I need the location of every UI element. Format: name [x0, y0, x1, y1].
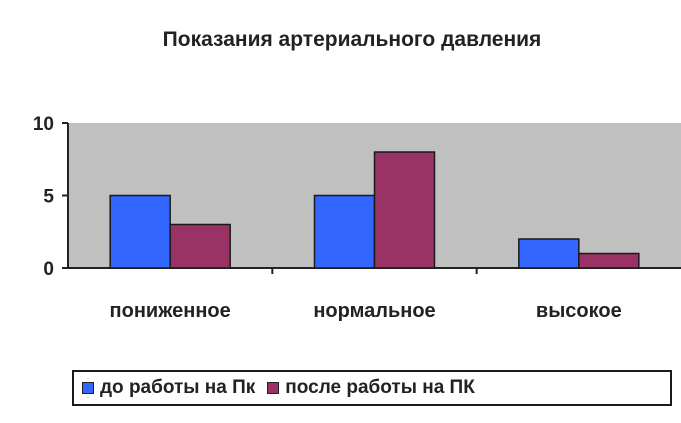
legend-swatch — [267, 382, 280, 394]
bar-2-1 — [169, 223, 231, 269]
legend-item: до работы на Пк — [82, 377, 255, 399]
legend-item: после работы на ПК — [267, 377, 475, 399]
bar-1-2 — [313, 194, 376, 269]
bars — [109, 151, 640, 269]
x-tick-label: пониженное — [110, 300, 231, 322]
x-tick-label: высокое — [536, 300, 622, 322]
y-tick-label: 0 — [43, 259, 54, 280]
bar-1-3 — [518, 238, 580, 269]
chart-title: Показания артериального давления — [163, 28, 542, 51]
legend-swatch — [82, 382, 94, 394]
legend-label: после работы на ПК — [285, 377, 475, 398]
bar-2-2 — [373, 151, 436, 269]
bar-2-3 — [578, 252, 640, 269]
legend: до работы на Пк после работы на ПК — [72, 370, 672, 406]
bar-1-1 — [109, 194, 171, 269]
y-axis-ticks: 0 5 10 — [33, 114, 68, 280]
x-tick-label: нормальное — [313, 300, 435, 322]
legend-label: до работы на Пк — [100, 377, 256, 398]
y-tick-label: 5 — [43, 187, 54, 208]
y-tick-label: 10 — [33, 114, 54, 135]
x-axis-labels: пониженное нормальное высокое — [110, 300, 622, 322]
